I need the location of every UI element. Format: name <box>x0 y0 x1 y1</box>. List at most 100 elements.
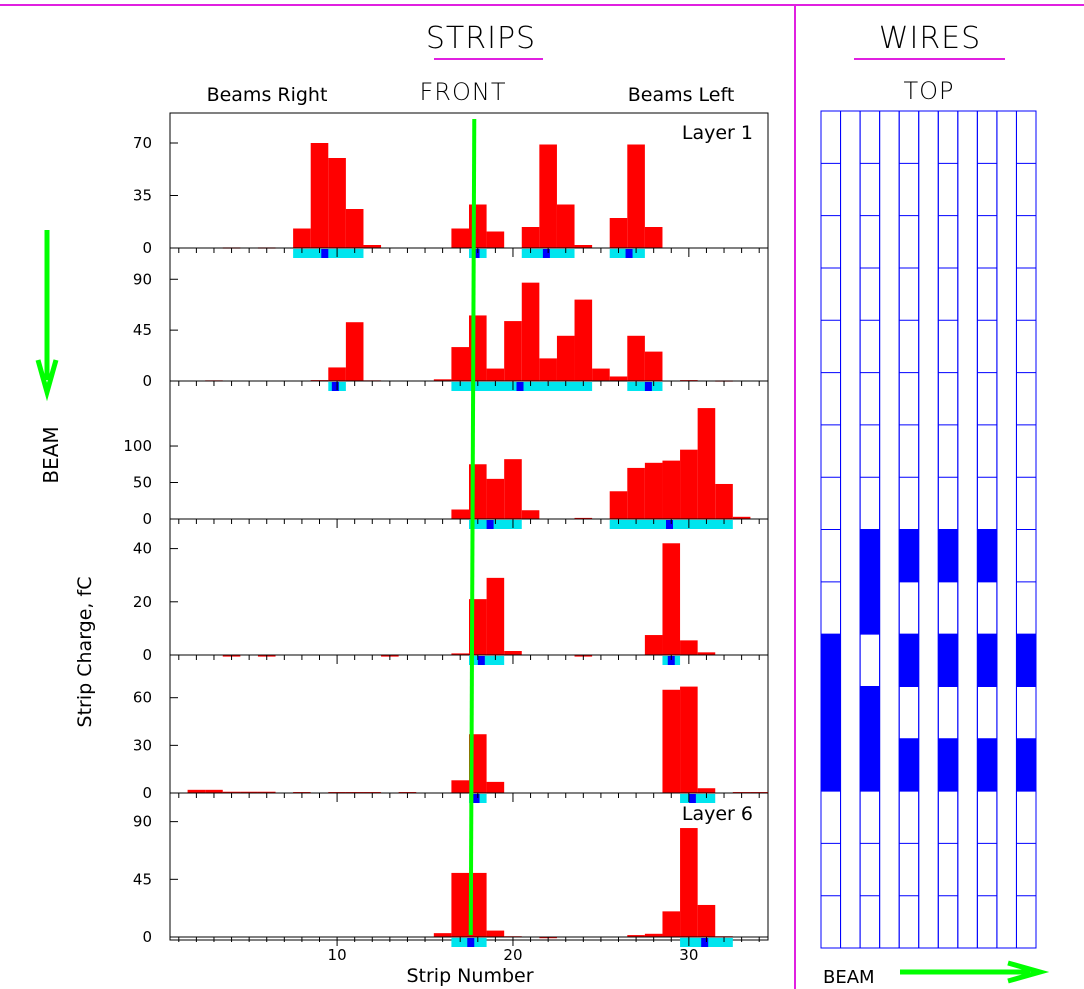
histogram-bar <box>680 828 698 937</box>
cluster-peak-marker <box>486 520 494 529</box>
histogram-bar <box>486 930 505 937</box>
histogram-bar <box>627 144 645 248</box>
wire-column <box>957 110 978 949</box>
histogram-bar <box>240 791 258 793</box>
histogram-bar <box>644 462 663 519</box>
histogram-bar <box>486 478 505 519</box>
x-tick-label: 10 <box>328 946 347 964</box>
wire-hit <box>977 529 997 582</box>
cluster-peak-marker <box>472 249 480 258</box>
histogram-bar <box>451 347 469 381</box>
y-tick-label: 0 <box>142 372 152 390</box>
cluster-peak-marker <box>467 938 475 947</box>
histogram-bar <box>504 651 522 655</box>
histogram-bar <box>627 467 645 519</box>
y-tick-label: 100 <box>123 437 152 455</box>
cluster-band <box>293 249 364 258</box>
histogram-bar <box>539 358 557 381</box>
histogram-bar <box>521 282 540 381</box>
histogram-bar <box>363 245 382 248</box>
histogram-bar <box>205 789 223 793</box>
cluster-peak-marker <box>321 249 329 258</box>
histogram-bar <box>328 367 346 381</box>
histogram-bar <box>486 231 505 248</box>
y-tick-label: 60 <box>133 689 152 707</box>
histogram-bar <box>187 789 206 793</box>
histogram-bar <box>310 143 329 248</box>
wire-column <box>996 110 1017 949</box>
front-label: FRONT <box>420 78 507 106</box>
histogram-bar <box>732 516 751 519</box>
histogram-bar <box>556 204 575 248</box>
histogram-bar <box>697 788 716 793</box>
histogram-bar <box>486 577 505 655</box>
wire-hit <box>977 738 997 792</box>
histogram-bar <box>662 460 681 519</box>
histogram-bar <box>644 933 663 937</box>
histogram-bar <box>697 904 716 937</box>
histogram-bar <box>486 781 505 793</box>
cluster-band <box>469 656 505 665</box>
cluster-peak-marker <box>701 938 709 947</box>
y-tick-label: 90 <box>133 270 152 288</box>
x-tick-label: 30 <box>679 946 698 964</box>
histogram-bar <box>469 872 487 937</box>
histogram-bar <box>486 368 505 381</box>
y-tick-label: 45 <box>133 321 152 339</box>
histogram-bar <box>433 379 452 381</box>
y-tick-label: 0 <box>142 928 152 946</box>
histogram-bar <box>451 780 469 793</box>
wire-hit <box>938 634 958 687</box>
histogram-bar <box>644 227 663 248</box>
histogram-bar <box>609 491 628 519</box>
cluster-band <box>469 520 522 529</box>
histogram-bar <box>451 228 469 248</box>
cluster-band <box>627 382 663 391</box>
histogram-bar <box>345 322 364 381</box>
x-axis-label: Strip Number <box>406 965 533 987</box>
histogram-bar <box>451 509 469 519</box>
histogram-bar <box>574 245 593 248</box>
histogram-bar <box>680 686 698 793</box>
y-tick-label: 0 <box>142 510 152 528</box>
wire-hit <box>1016 738 1036 792</box>
y-tick-label: 40 <box>133 540 152 558</box>
histogram-bar <box>609 218 628 248</box>
beam-horizontal-label: BEAM <box>823 967 875 988</box>
y-tick-label: 70 <box>133 134 152 152</box>
histogram-bar <box>662 911 681 937</box>
histogram-bar <box>609 376 628 381</box>
top-label: TOP <box>903 77 954 105</box>
y-tick-label: 0 <box>142 784 152 802</box>
histogram-bar <box>680 640 698 655</box>
histogram-bar <box>644 351 663 381</box>
histogram-bar <box>574 299 593 381</box>
histogram-bar <box>627 335 645 381</box>
wire-hit <box>977 634 997 687</box>
histogram-bar <box>433 933 452 937</box>
histogram-bar <box>521 510 540 519</box>
histogram-bar <box>451 653 469 655</box>
y-tick-label: 35 <box>133 187 152 205</box>
histogram-bar <box>662 689 681 793</box>
layer-label: Layer 6 <box>682 803 753 825</box>
y-tick-label: 45 <box>133 870 152 888</box>
track-line <box>468 118 477 936</box>
histogram-bar <box>627 935 645 937</box>
cluster-peak-marker <box>666 520 674 529</box>
cluster-peak-marker <box>472 794 480 803</box>
strips-header: STRIPS <box>426 21 536 56</box>
cluster-peak-marker <box>688 794 696 803</box>
beams-left-label: Beams Left <box>628 84 735 106</box>
histogram-bar <box>293 228 311 248</box>
cluster-peak-marker <box>516 382 524 391</box>
histogram-bar <box>222 791 241 793</box>
wire-column <box>918 110 939 949</box>
wire-grid <box>820 110 1037 949</box>
layer-label: Layer 1 <box>682 122 753 144</box>
histogram-bar <box>504 459 522 519</box>
histogram-bar <box>539 144 557 248</box>
wire-hit <box>938 738 958 792</box>
wire-hit <box>899 738 919 792</box>
